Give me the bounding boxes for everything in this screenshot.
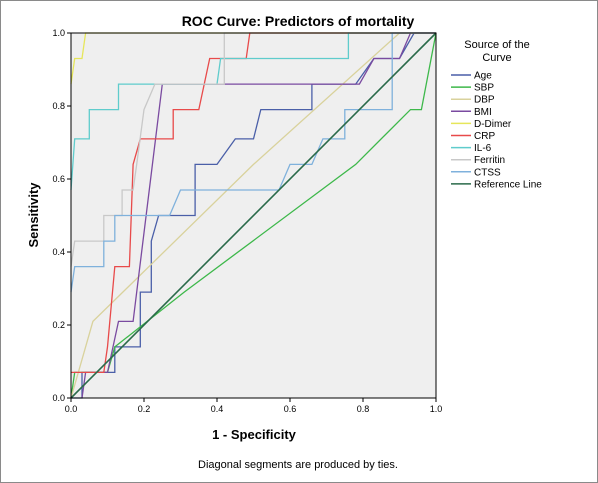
legend-label-d-dimer: D-Dimer (474, 119, 512, 130)
plot-border (70, 32, 437, 399)
legend-items: AgeSBPDBPBMID-DimerCRPIL-6FerritinCTSSRe… (451, 71, 542, 190)
legend-label-dbp: DBP (474, 95, 495, 106)
y-axis: 0.0 0.2 0.4 0.6 0.8 1.0 (52, 28, 71, 403)
x-tick-label: 1.0 (430, 404, 443, 414)
legend: Source of the Curve AgeSBPDBPBMID-DimerC… (451, 39, 542, 190)
y-tick-label: 0.0 (52, 393, 65, 403)
y-tick-label: 1.0 (52, 28, 65, 38)
series-line-age (71, 32, 436, 399)
series-line-reference-line (70, 32, 437, 399)
series-line-il-6 (70, 32, 436, 191)
chart-title: ROC Curve: Predictors of mortality (182, 13, 415, 29)
x-tick-label: 0.8 (357, 404, 370, 414)
y-tick-label: 0.2 (52, 320, 65, 330)
y-tick-label: 0.6 (52, 174, 65, 184)
y-tick-label: 0.4 (52, 247, 65, 257)
x-tick-label: 0.6 (284, 404, 297, 414)
x-axis: 0.0 0.2 0.4 0.6 0.8 1.0 (65, 398, 443, 414)
legend-label-il-6: IL-6 (474, 143, 492, 154)
y-axis-title: Sensitivity (26, 182, 41, 248)
legend-title-line2: Curve (482, 52, 511, 64)
footnote: Diagonal segments are produced by ties. (198, 459, 398, 471)
legend-title-line1: Source of the (464, 39, 529, 51)
x-tick-label: 0.0 (65, 404, 78, 414)
x-tick-label: 0.2 (138, 404, 151, 414)
x-tick-label: 0.4 (211, 404, 224, 414)
legend-label-reference-line: Reference Line (474, 179, 542, 190)
legend-label-sbp: SBP (474, 83, 494, 94)
legend-label-crp: CRP (474, 131, 495, 142)
legend-label-ferritin: Ferritin (474, 155, 505, 166)
legend-label-bmi: BMI (474, 107, 492, 118)
y-tick-label: 0.8 (52, 101, 65, 111)
legend-label-ctss: CTSS (474, 167, 501, 178)
x-axis-title: 1 - Specificity (212, 427, 297, 442)
legend-label-age: Age (474, 71, 492, 82)
